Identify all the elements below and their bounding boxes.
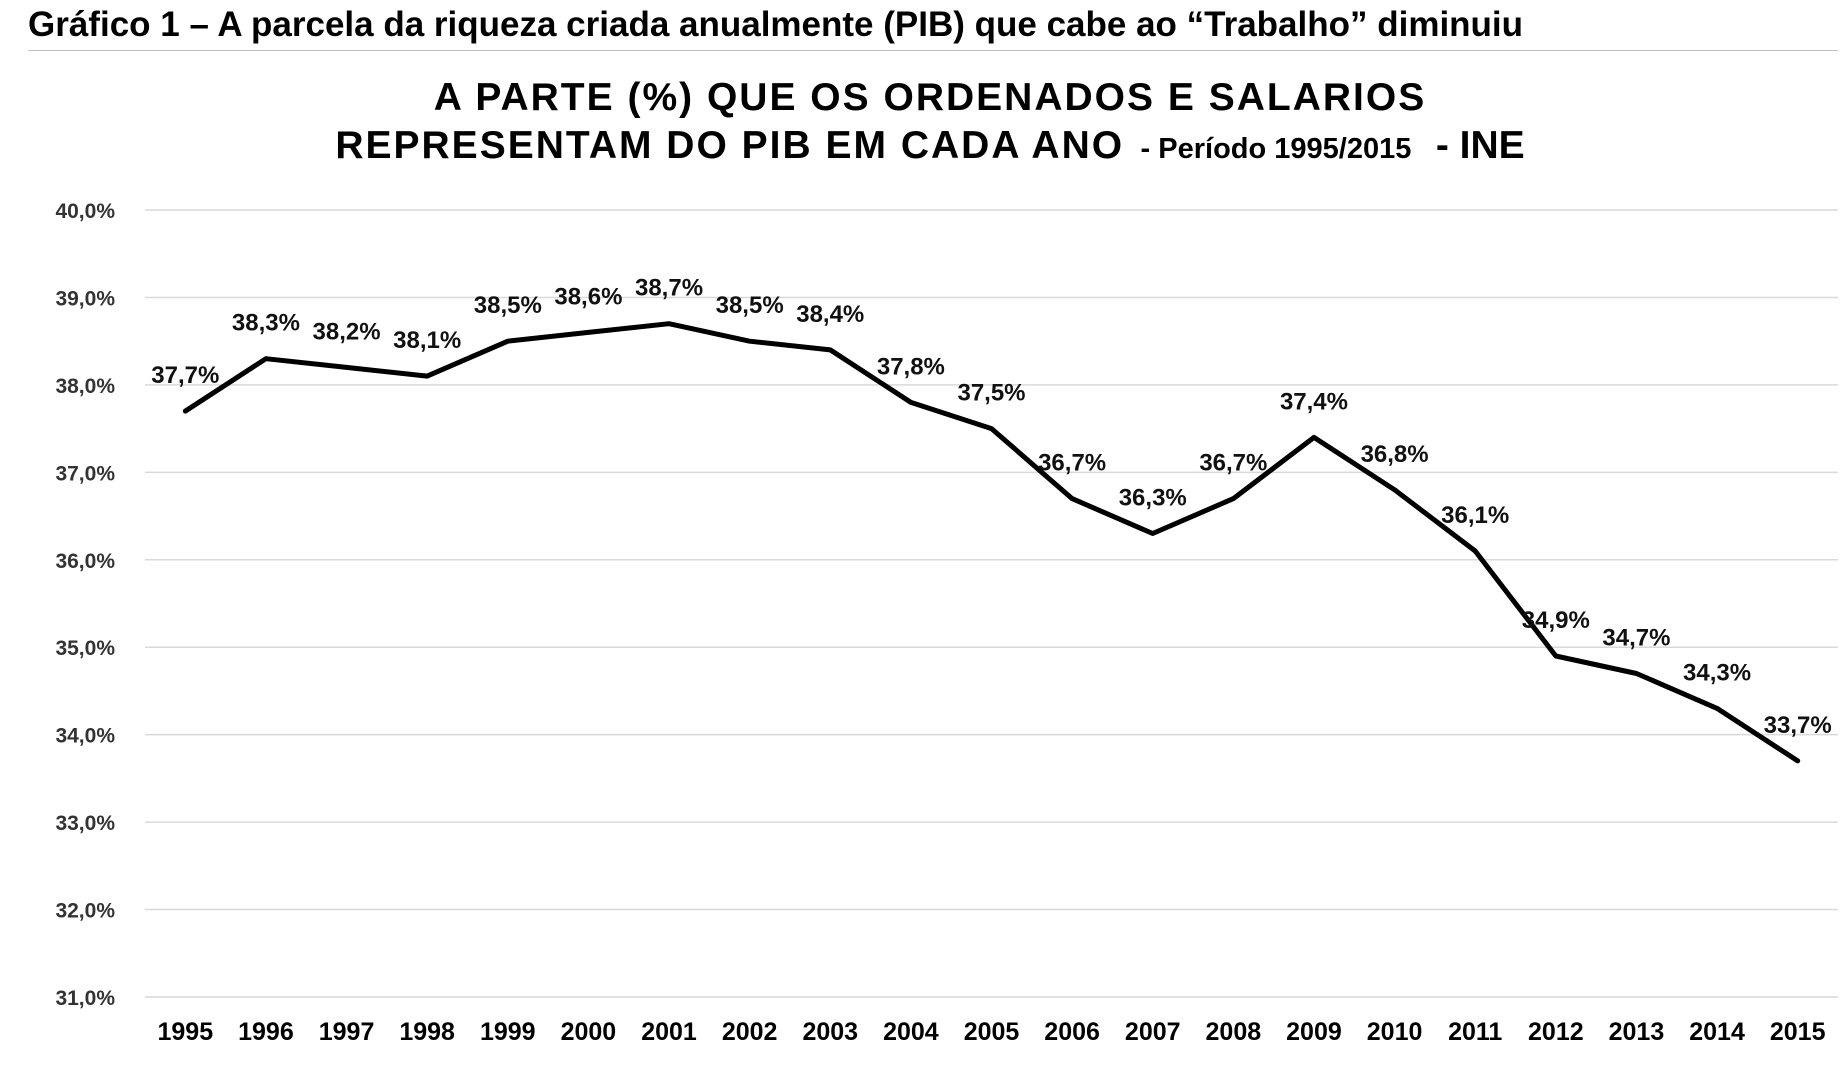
gridlines [145,209,1838,998]
x-tick-label: 1999 [480,1018,536,1046]
x-tick-label: 2014 [1689,1018,1745,1046]
chart-title-source: - INE [1436,124,1525,167]
data-label: 38,2% [313,318,381,345]
x-axis-ticks: 1995 1996 1997 1998 1999 2000 2001 2002 2003 2004… [157,1018,1825,1046]
data-label: 38,4% [796,301,864,328]
y-tick-label: 33,0% [55,812,115,835]
caption-divider [28,50,1838,51]
data-label: 38,6% [554,283,622,310]
y-tick-label: 35,0% [55,637,115,660]
data-label: 37,8% [877,353,945,380]
x-tick-label: 2013 [1609,1018,1665,1046]
y-tick-label: 38,0% [55,375,115,398]
x-tick-label: 1996 [238,1018,294,1046]
x-tick-label: 2010 [1367,1018,1423,1046]
data-label: 37,7% [151,362,219,389]
data-label: 37,4% [1280,388,1348,415]
data-label: 37,5% [957,380,1025,407]
x-tick-label: 2008 [1206,1018,1262,1046]
data-label: 33,7% [1764,712,1832,739]
y-tick-label: 32,0% [55,900,115,923]
data-label: 38,3% [232,310,300,337]
x-tick-label: 2006 [1044,1018,1100,1046]
x-tick-label: 1998 [399,1018,455,1046]
data-label: 36,1% [1441,502,1509,529]
y-tick-label: 34,0% [55,725,115,748]
y-tick-label: 39,0% [55,287,115,310]
data-label: 36,7% [1199,450,1267,477]
x-tick-label: 2004 [883,1018,939,1046]
data-labels: 37,7% 38,3% 38,2% 38,1% 38,5% 38,6% 38,7% 38,5%… [151,275,1831,739]
y-tick-label: 40,0% [55,200,115,223]
x-tick-label: 2009 [1286,1018,1342,1046]
data-label: 38,7% [635,275,703,302]
y-tick-label: 36,0% [55,550,115,573]
data-label: 38,5% [474,292,542,319]
data-label: 38,1% [393,327,461,354]
data-label: 36,8% [1361,441,1429,468]
x-tick-label: 2007 [1125,1018,1181,1046]
y-axis-ticks: 40,0% 39,0% 38,0% 37,0% 36,0% 35,0% 34,0% 33,0%… [55,200,115,1010]
x-tick-label: 2011 [1448,1018,1502,1046]
x-tick-label: 1997 [319,1018,375,1046]
y-tick-label: 37,0% [55,462,115,485]
series-line [182,321,1801,764]
chart-title-line2: REPRESENTAM DO PIB EM CADA ANO - Período… [335,124,1524,167]
data-label: 34,7% [1602,624,1670,651]
figure-caption: Gráfico 1 – A parcela da riqueza criada … [28,5,1524,44]
chart-title-line1: A PARTE (%) QUE OS ORDENADOS E SALARIOS [434,76,1426,119]
data-label: 34,3% [1683,659,1751,686]
data-label: 36,3% [1119,485,1187,512]
data-label: 36,7% [1038,450,1106,477]
x-tick-label: 2002 [722,1018,778,1046]
x-tick-label: 2005 [964,1018,1020,1046]
data-label: 34,9% [1522,607,1590,634]
x-tick-label: 2012 [1528,1018,1584,1046]
y-tick-label: 31,0% [55,987,115,1010]
x-tick-label: 2001 [641,1018,697,1046]
chart-title-main: REPRESENTAM DO PIB EM CADA ANO [335,124,1124,167]
x-tick-label: 2003 [802,1018,858,1046]
x-tick-label: 2015 [1770,1018,1826,1046]
x-tick-label: 1995 [157,1018,213,1046]
data-label: 38,5% [716,292,784,319]
chart-title-period: - Período 1995/2015 [1141,133,1412,165]
x-tick-label: 2000 [561,1018,617,1046]
